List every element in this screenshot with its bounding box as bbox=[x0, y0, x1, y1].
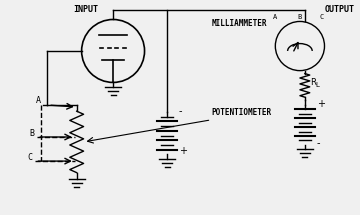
Text: OUTPUT: OUTPUT bbox=[324, 5, 355, 14]
Text: B: B bbox=[30, 129, 35, 138]
Text: -: - bbox=[317, 138, 320, 148]
Text: L: L bbox=[316, 82, 320, 88]
Text: -: - bbox=[179, 106, 183, 116]
Text: A: A bbox=[273, 14, 278, 20]
Text: C: C bbox=[320, 14, 324, 20]
Text: R: R bbox=[310, 78, 316, 87]
Text: MILLIAMMETER: MILLIAMMETER bbox=[211, 19, 267, 28]
Text: POTENTIOMETER: POTENTIOMETER bbox=[211, 108, 271, 117]
Text: C: C bbox=[27, 153, 32, 162]
Text: +: + bbox=[317, 99, 325, 109]
Text: +: + bbox=[179, 146, 187, 156]
Text: INPUT: INPUT bbox=[74, 5, 99, 14]
Text: A: A bbox=[35, 96, 40, 105]
Text: B: B bbox=[297, 14, 301, 20]
